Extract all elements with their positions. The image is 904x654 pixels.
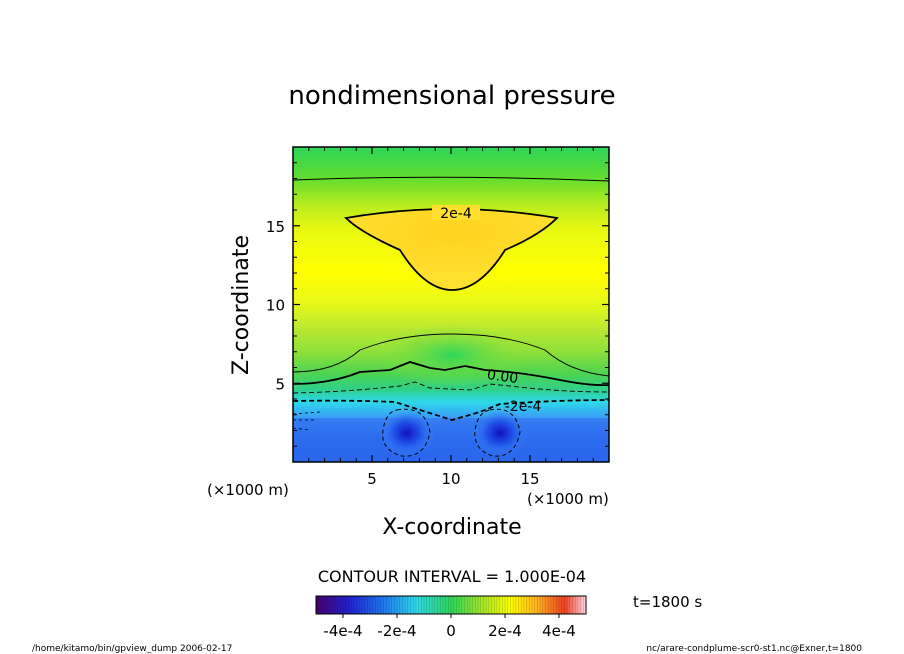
- y-axis-title: Z-coordinate: [229, 235, 254, 375]
- y-tick-label: 10: [266, 297, 285, 315]
- footer-right: nc/arare-condplume-scr0-st1.nc@Exner,t=1…: [646, 644, 862, 654]
- x-tick-label: 10: [441, 470, 460, 488]
- contour-line-negative: [474, 408, 521, 457]
- x-axis: 5 10 15: [308, 147, 594, 488]
- time-label: t=1800 s: [633, 593, 702, 611]
- contour-interval: CONTOUR INTERVAL = 1.000E-04: [318, 567, 586, 586]
- x-axis-title: X-coordinate: [382, 515, 521, 540]
- contour-label-positive: 2e-4: [440, 206, 472, 222]
- lower-blue-layer: [293, 418, 609, 462]
- y-tick-label: 15: [266, 218, 285, 236]
- colorbar: -4e-4 -2e-4 0 2e-4 4e-4: [315, 595, 587, 640]
- chart-title: nondimensional pressure: [288, 81, 615, 111]
- contour-line: [293, 333, 609, 377]
- colorbar-tick-label: -4e-4: [323, 622, 362, 640]
- contour-label-zero: 0.00: [486, 367, 519, 387]
- colorbar-tick-label: -2e-4: [377, 622, 416, 640]
- footer-left: /home/kitamo/bin/gpview_dump 2006-02-17: [32, 644, 232, 654]
- x-tick-label: 15: [520, 470, 539, 488]
- x-unit-label: (×1000 m): [527, 490, 609, 508]
- colorbar-divisions: [318, 596, 584, 614]
- colorbar-tick-label: 0: [446, 622, 456, 640]
- positive-region: [346, 209, 557, 290]
- x-tick-label: 5: [367, 470, 377, 488]
- y-axis: 5 10 15: [266, 162, 609, 447]
- contour-line-negative: [382, 408, 431, 457]
- y-tick-label: 5: [275, 375, 285, 393]
- contour-line-negative: [293, 381, 609, 394]
- contour-label-negative: -2e-4: [505, 399, 542, 415]
- colorbar-tick-label: 4e-4: [542, 622, 576, 640]
- contour-line-minus-2e-4: [293, 399, 609, 421]
- plot-area: 2e-4 0.00 -2e-4: [293, 147, 609, 462]
- contour-line: [293, 176, 609, 182]
- contour-line-negative: [293, 411, 321, 431]
- colorbar-tick-label: 2e-4: [488, 622, 522, 640]
- field-background: [293, 147, 609, 462]
- colorbar-ticks: -4e-4 -2e-4 0 2e-4 4e-4: [323, 614, 576, 640]
- label-background: [432, 205, 480, 220]
- contour-line-zero: [293, 361, 609, 387]
- y-unit-label: (×1000 m): [207, 481, 289, 499]
- right-vortex: [472, 409, 528, 457]
- left-vortex: [379, 409, 435, 457]
